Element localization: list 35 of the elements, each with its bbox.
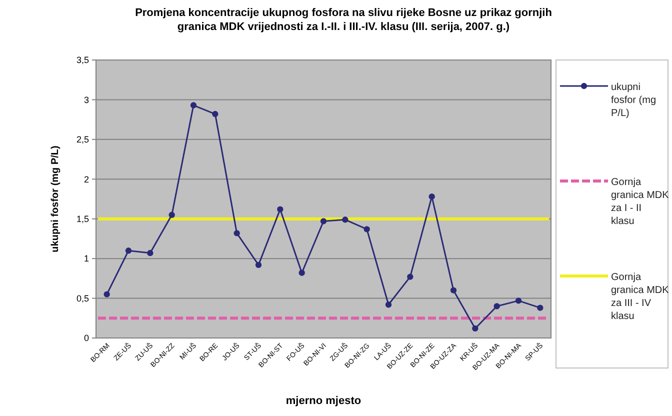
legend-label: ukupni fosfor (mg P/L) <box>611 82 656 119</box>
point <box>515 298 522 304</box>
y-tick-label: 2 <box>84 174 89 184</box>
point <box>537 304 544 311</box>
x-axis-title: mjerno mjesto <box>286 395 362 407</box>
point <box>104 291 110 298</box>
point <box>407 274 414 280</box>
point <box>125 248 132 254</box>
chart-title: Promjena koncentracije ukupnog fosfora na slivu rijeke Bosne uz prikaz gornjih granica MDK vrijednosti za I.-II. i III.-IV. klasu (III. serija, 2007. g.) <box>135 7 552 33</box>
legend-label: Gornja granica MDK za III - IV klasu <box>611 272 670 322</box>
point <box>234 230 240 236</box>
point <box>190 102 197 108</box>
y-tick-label: 3,5 <box>76 55 89 66</box>
point <box>342 216 348 223</box>
point <box>428 194 435 200</box>
point <box>212 110 218 118</box>
y-axis-title: ukupni fosfor (mg P/L) <box>50 146 61 252</box>
point <box>450 287 457 294</box>
point <box>494 303 500 310</box>
y-tick-label: 0,5 <box>76 293 89 304</box>
y-tick-label: 3 <box>84 94 89 105</box>
point <box>168 212 175 218</box>
y-tick-label: 1 <box>84 254 89 264</box>
point <box>385 302 392 308</box>
y-tick-label: 0 <box>84 333 89 344</box>
point <box>255 262 262 268</box>
point <box>147 250 154 256</box>
point <box>472 325 478 332</box>
point <box>320 218 327 224</box>
y-tick-label: 1,5 <box>76 214 89 224</box>
legend-label: Gornja granica MDK za I - II klasu <box>611 177 670 227</box>
point <box>364 226 370 232</box>
point <box>277 206 284 212</box>
point <box>298 270 305 276</box>
y-tick-label: 2,5 <box>76 134 89 145</box>
